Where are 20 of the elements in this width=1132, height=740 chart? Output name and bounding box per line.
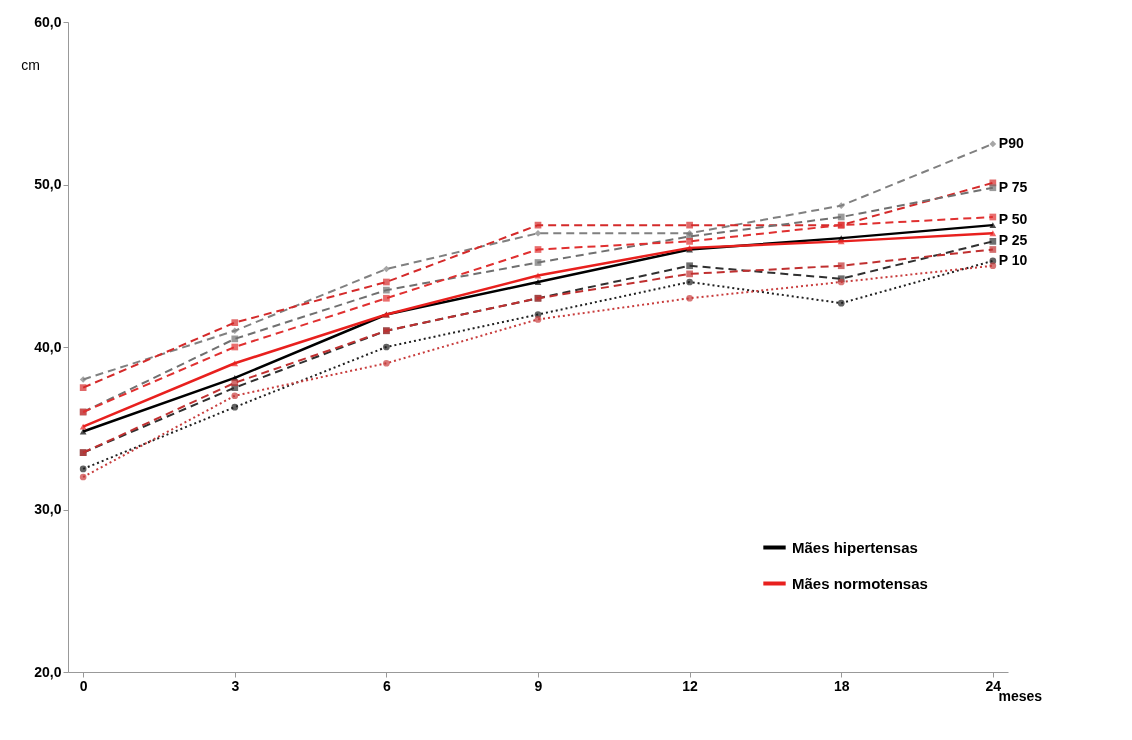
y-tick-label: 20,0: [34, 663, 62, 680]
x-tick-label: 0: [79, 677, 88, 694]
x-tick-label: 12: [682, 677, 699, 694]
x-tick-label: 24: [985, 677, 1002, 694]
x-tick-label: 18: [833, 677, 850, 694]
annotation: P 10: [998, 251, 1028, 268]
x-tick-label: 9: [534, 677, 543, 694]
annotation: P 75: [998, 178, 1028, 195]
y-tick-label: 40,0: [34, 338, 62, 355]
annotation: P 25: [998, 232, 1028, 249]
x-tick-label: 3: [231, 677, 240, 694]
y-tick-label: 30,0: [34, 501, 62, 517]
x-tick-label: 6: [382, 677, 391, 694]
annotation: P 50: [998, 211, 1028, 228]
y-axis-title: cm: [21, 56, 40, 73]
legend-label: Mães normotensas: [792, 574, 928, 592]
legend-label: Mães hipertensas: [792, 538, 918, 556]
y-tick-label: 60,0: [34, 13, 62, 30]
annotation: P90: [998, 134, 1024, 151]
y-tick-label: 50,0: [34, 176, 62, 192]
